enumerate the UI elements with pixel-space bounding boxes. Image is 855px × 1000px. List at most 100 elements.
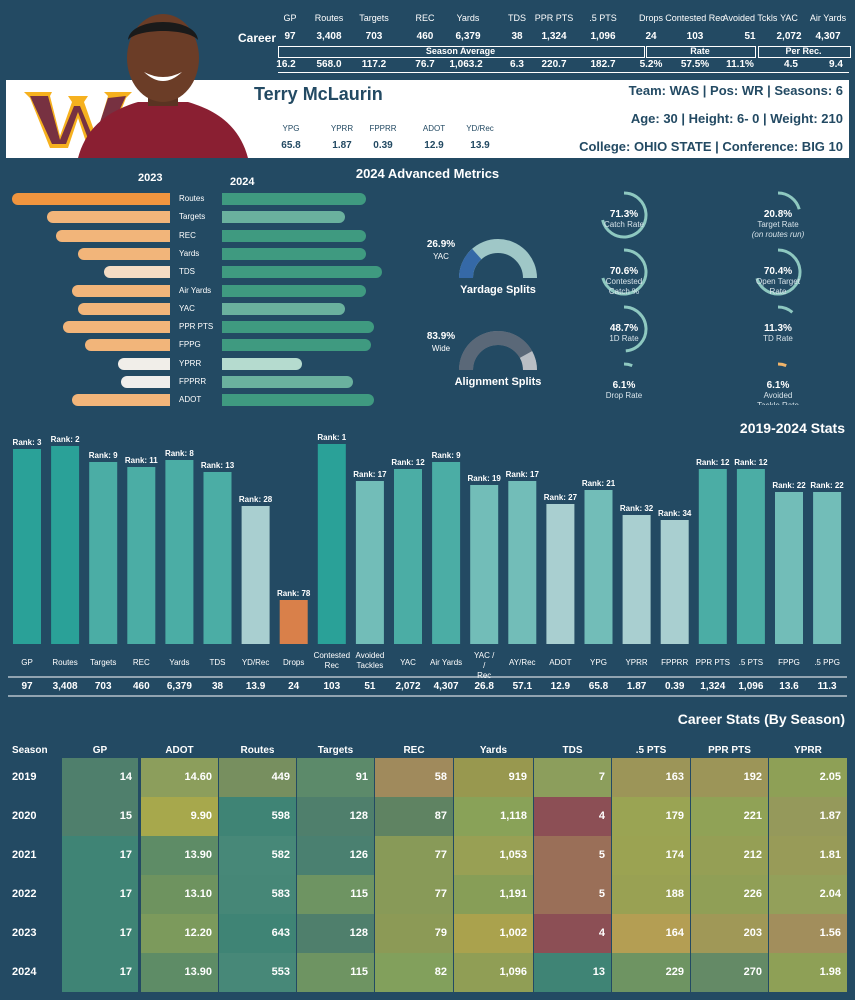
rank-category: Drops [283,658,304,667]
heatmap-cell: 2.04 [769,875,847,914]
heatmap-cell: 1.98 [769,953,847,992]
metric-label: PPR PTS [179,322,214,332]
heatmap-header: Season [12,745,48,756]
career-col-header: PPR PTS [534,13,574,23]
mini-stat-value: 13.9 [470,140,490,151]
heatmap-cell: 77 [375,836,453,875]
career-avg-value: 5.2% [639,59,663,70]
bar-2023 [85,339,170,352]
bar-2023 [104,266,170,279]
rank-label: Rank: 34 [658,509,692,518]
gauge-label2: Tackle Rate [757,401,799,405]
gauge-pct: 70.4% [764,266,792,277]
rank-label: Rank: 9 [89,451,118,460]
heatmap-cell: 1.81 [769,836,847,875]
rank-value: 26.8 [474,681,494,692]
mini-stat-label: YPG [282,124,300,133]
mini-stat-label: FPPRR [369,124,397,133]
career-col-header: Drops [638,13,663,23]
career-col-value: 3,408 [316,31,342,42]
rank-label: Rank: 13 [201,461,235,470]
gauge-pct: 70.6% [610,266,638,277]
rank-bar [51,446,80,644]
gauge-label2: Rate [770,287,787,296]
career-avg-value: 1,063.2 [449,59,483,70]
rank-label: Rank: 12 [734,458,768,467]
player-banner: Terry McLaurin Team: WAS | Pos: WR | Sea… [6,14,849,158]
metric-label: Yards [179,248,200,258]
split-label: Wide [432,344,451,353]
rank-bar [279,600,308,644]
rank-bar [165,460,194,644]
heatmap-header: Yards [479,745,508,756]
rank-category: Routes [52,658,77,667]
heatmap-cell: 1,118 [454,797,533,836]
rank-value: 703 [95,681,112,692]
per-rec-label: Per Rec. [785,46,822,56]
mini-stat-value: 65.8 [281,140,301,151]
split-pct: 83.9% [427,331,455,342]
rank-label: Rank: 11 [125,456,158,465]
rank-category: AY/Rec [509,658,536,667]
rank-bar [203,472,232,644]
metric-label: REC [179,230,196,240]
mini-stat-label: ADOT [422,124,446,133]
gauge-label2: (on routes run) [752,230,805,239]
rank-value: 1.87 [627,681,647,692]
career-col-header: Routes [314,13,344,23]
rank-category: .5 PPG [814,658,840,667]
rank-label: Rank: 28 [239,495,273,504]
heatmap-cell: 13.90 [141,836,218,875]
heatmap-season: 2021 [12,849,37,861]
heatmap-cell: 17 [62,836,138,875]
player-name: Terry McLaurin [254,84,383,104]
bar-2024 [222,302,345,315]
heatmap-cell: 4 [534,914,611,953]
heatmap-cell: 82 [375,953,453,992]
gauge-label: 1D Rate [609,334,639,343]
heatmap-cell: 179 [612,797,690,836]
heatmap-cell: 126 [297,836,374,875]
heatmap-cell: 17 [62,875,138,914]
heatmap-cell: 598 [219,797,296,836]
heatmap-cell: 7 [534,758,611,797]
bar-2023 [63,321,170,334]
rank-value: 1,096 [738,681,763,692]
gauge-label: Target Rate [757,220,799,229]
career-avg-value: 76.7 [415,59,435,70]
rank-value: 65.8 [589,681,609,692]
bar-2024 [222,284,366,297]
heatmap-header: REC [403,745,425,756]
heatmap-season: 2022 [12,888,37,900]
legend-2024: 2024 [230,176,255,188]
rank-bar [241,506,270,644]
heatmap-header: YPRR [794,745,822,756]
heatmap-cell: 115 [297,953,374,992]
career-avg-value: 568.0 [316,59,342,70]
bar-2023 [72,394,170,407]
heatmap-cell: 188 [612,875,690,914]
gauge-label: Catch Rate [604,220,645,229]
heatmap-cell: 13 [534,953,611,992]
rank-bar [622,515,651,644]
rank-value: 24 [288,681,300,692]
season-average-label: Season Average [425,46,496,56]
rank-category: Contested [314,651,350,660]
heatmap-cell: 174 [612,836,690,875]
career-col-header: Targets [359,13,389,23]
rank-value: 57.1 [513,681,533,692]
career-col-value: 103 [686,31,704,42]
gauge-label: Open Target [756,277,801,286]
career-avg-value: 11.1% [726,59,754,70]
split-title: Alignment Splits [455,376,542,388]
rank-bar [355,481,384,644]
college-line: College: OHIO STATE | Conference: BIG 10 [579,139,843,154]
heatmap-title: Career Stats (By Season) [677,711,845,727]
heatmap-cell: 58 [375,758,453,797]
gauge-arc [601,191,648,239]
career-col-value: 1,096 [590,31,616,42]
career-avg-value: 57.5% [680,59,710,70]
rank-category: FPPRR [661,658,688,667]
heatmap-cell: 4 [534,797,611,836]
rank-bar [775,492,803,644]
